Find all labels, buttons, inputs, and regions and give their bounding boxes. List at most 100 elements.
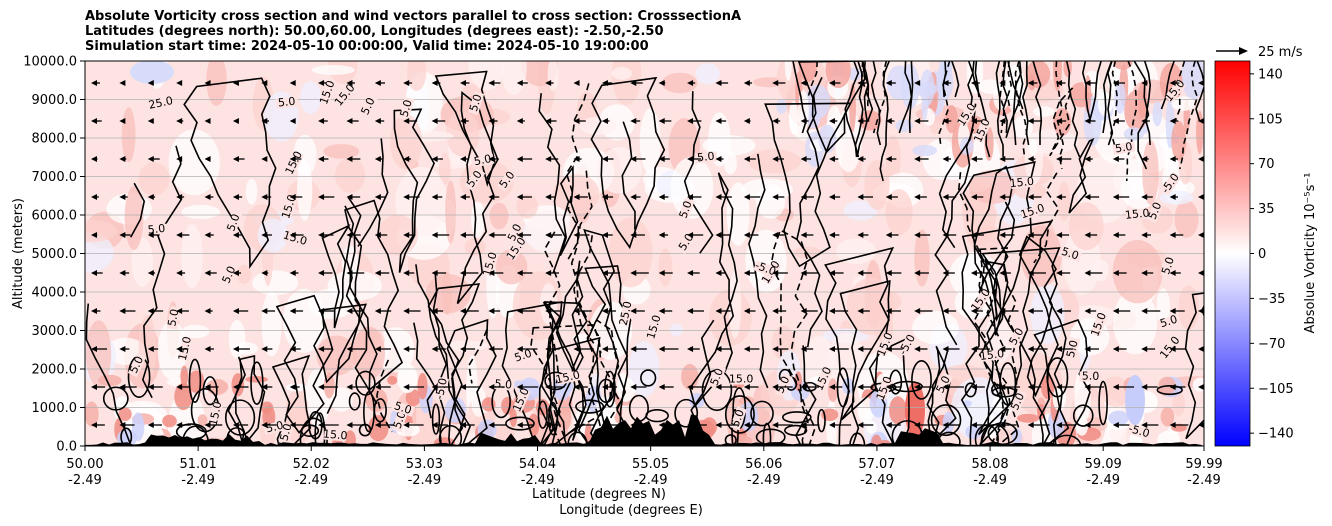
vorticity-patch <box>162 414 177 428</box>
contour-line <box>930 404 962 437</box>
y-tick-label: 7000.0 <box>32 170 78 185</box>
vorticity-patch <box>889 396 907 425</box>
wind-vector <box>460 346 476 352</box>
contour-label-bg <box>334 83 357 107</box>
contour-label: 5.0 <box>220 264 239 285</box>
vorticity-patch <box>206 61 227 106</box>
contour-label-bg <box>814 366 833 392</box>
wind-vector-head <box>403 118 410 124</box>
wind-vector <box>573 422 596 428</box>
wind-vector <box>261 384 273 390</box>
contour-label-bg <box>511 347 536 365</box>
wind-vector-head <box>743 232 750 238</box>
vorticity-patch <box>843 200 878 221</box>
vorticity-patch <box>788 100 799 135</box>
wind-vector <box>374 346 391 352</box>
contour-label-bg <box>464 167 486 192</box>
wind-vector <box>232 194 243 200</box>
wind-vector <box>1027 270 1046 276</box>
wind-vector <box>1141 422 1159 428</box>
wind-vector-head <box>914 346 921 352</box>
wind-vector <box>232 118 239 124</box>
wind-vector-head <box>1141 232 1148 238</box>
wind-vector-head <box>857 346 864 352</box>
wind-vector <box>1141 270 1154 276</box>
contour-label-bg <box>774 373 793 398</box>
wind-vector <box>800 384 820 390</box>
wind-vector-head <box>147 80 154 86</box>
wind-vector-head <box>488 118 495 124</box>
wind-vector <box>630 80 643 86</box>
wind-vector-head <box>1198 156 1204 162</box>
contour-label: 5.0 <box>265 419 285 436</box>
vorticity-patch <box>397 363 418 393</box>
contour-label: 5.0 <box>224 212 242 233</box>
wind-vector <box>800 308 818 314</box>
vorticity-patch <box>1171 96 1195 112</box>
contour-label-bg <box>1156 313 1181 330</box>
wind-vector <box>147 308 164 314</box>
contour-line <box>797 61 866 154</box>
chart-title: Absolute Vorticity cross section and win… <box>85 9 741 54</box>
x-tick-label-lon: -2.49 <box>1086 473 1120 488</box>
wind-vector <box>488 422 507 428</box>
vorticity-patch <box>661 72 698 94</box>
x-axis-label-lat: Latitude (degrees N) <box>532 487 666 502</box>
wind-vector <box>942 422 960 428</box>
wind-vector-head <box>232 346 239 352</box>
wind-vector-head <box>1169 308 1176 314</box>
wind-vector <box>1084 194 1100 200</box>
contour-line <box>1098 380 1108 426</box>
wind-vector <box>857 384 874 390</box>
contour-label: 5.0 <box>729 408 747 429</box>
vorticity-patch <box>702 135 756 156</box>
wind-vector-head <box>743 308 750 314</box>
contour-line <box>357 138 389 247</box>
wind-vector <box>204 270 217 276</box>
contour-label-bg <box>1079 371 1102 382</box>
y-tick-label: 10000.0 <box>23 55 77 70</box>
wind-vector <box>147 384 163 390</box>
contour-label-bg <box>468 91 485 115</box>
wind-vector <box>261 80 268 86</box>
vorticity-patch <box>553 174 600 214</box>
contour-line <box>844 61 860 158</box>
wind-vector-head <box>460 118 466 124</box>
wind-vector <box>431 384 452 390</box>
contour-label: 15.0 <box>644 313 663 340</box>
wind-vector-head <box>573 422 580 428</box>
wind-vector-head <box>545 80 552 86</box>
wind-vector-head <box>1056 270 1063 276</box>
vorticity-patch <box>438 153 451 185</box>
wind-vector <box>999 308 1019 314</box>
wind-vector <box>516 156 533 162</box>
contour-line <box>505 416 535 431</box>
wind-vector <box>772 156 784 162</box>
wind-vector <box>1056 194 1066 200</box>
wind-vector-head <box>289 308 296 314</box>
wind-vector-head <box>232 422 239 428</box>
wind-vector-head <box>1198 270 1204 276</box>
contour-label: -5.0 <box>433 377 450 401</box>
wind-vector-head <box>119 308 126 314</box>
wind-vector <box>1112 156 1125 162</box>
wind-vector-head <box>772 346 779 352</box>
x-tick-label-lat: 54.04 <box>519 457 556 472</box>
wind-vector <box>289 384 300 390</box>
wind-vector <box>545 346 560 352</box>
vorticity-patch <box>495 249 528 285</box>
wind-vector <box>1169 346 1186 352</box>
wind-vector-head <box>885 346 892 352</box>
contour-label-bg <box>1164 79 1186 103</box>
wind-vector <box>318 194 335 200</box>
wind-vector <box>658 384 674 390</box>
wind-vector <box>403 194 420 200</box>
wind-vector <box>403 384 425 390</box>
wind-vector-head <box>772 118 779 124</box>
wind-vector-head <box>630 80 637 86</box>
contour-line <box>957 172 986 299</box>
wind-vector <box>488 80 501 86</box>
x-tick-label-lon: -2.49 <box>1187 473 1221 488</box>
wind-vector <box>374 384 391 390</box>
wind-vector-head <box>403 346 410 352</box>
